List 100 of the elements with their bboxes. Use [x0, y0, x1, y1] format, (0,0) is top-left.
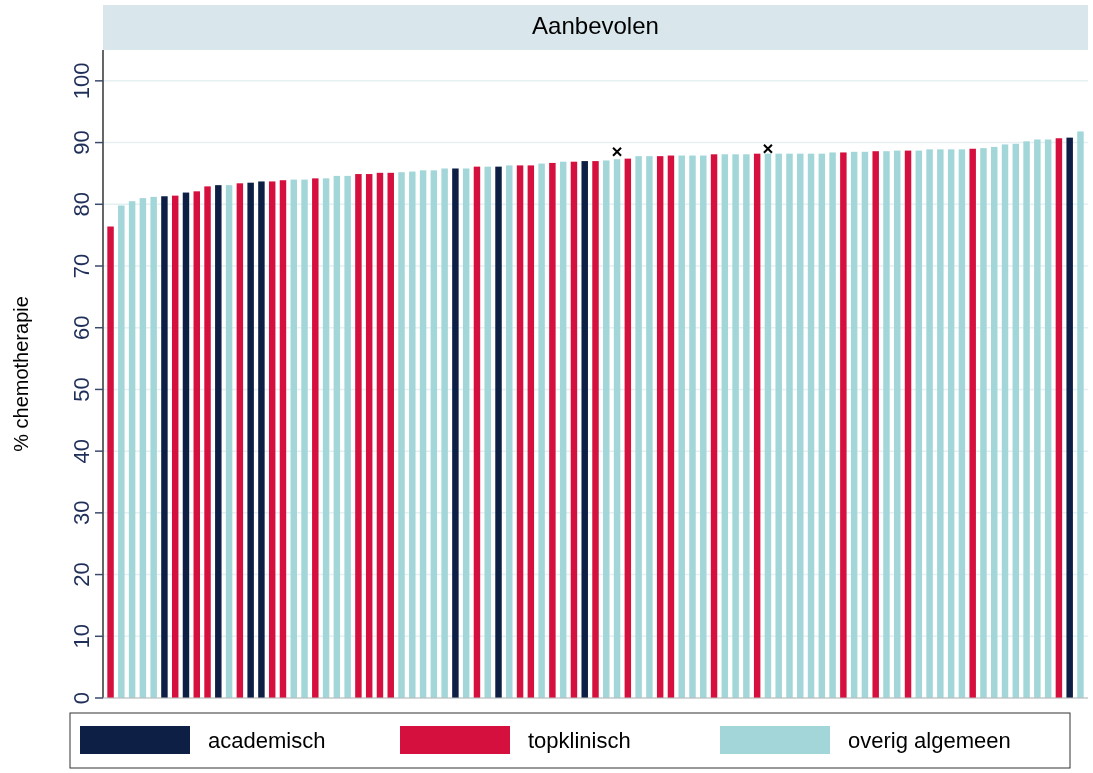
- bar: [807, 153, 815, 698]
- bar: [290, 179, 297, 698]
- bar: [333, 175, 341, 698]
- bar: [473, 166, 481, 698]
- bar: [570, 161, 578, 698]
- bar: [656, 156, 664, 698]
- y-tick-label: 70: [69, 253, 94, 279]
- bar: [635, 156, 642, 698]
- bar: [452, 168, 459, 698]
- bar: [344, 175, 351, 698]
- bar: [193, 191, 200, 698]
- bar: [753, 153, 761, 698]
- bar: [764, 153, 772, 698]
- legend-label: academisch: [208, 728, 326, 753]
- bar: [850, 151, 858, 698]
- bar: [355, 174, 362, 698]
- bar: [107, 226, 114, 698]
- bar: [441, 168, 448, 698]
- bar: [786, 153, 793, 698]
- bar: [559, 161, 567, 698]
- y-tick-label: 10: [69, 624, 94, 649]
- bar: [182, 192, 190, 698]
- bar: [700, 155, 707, 698]
- bar: [904, 150, 912, 698]
- bar: [268, 181, 276, 698]
- y-tick-label: 60: [69, 315, 94, 340]
- bar: [247, 182, 254, 698]
- bar: [312, 178, 319, 698]
- bar: [861, 151, 869, 698]
- bar: [732, 154, 739, 698]
- bar: [937, 149, 944, 698]
- bar: [840, 152, 847, 698]
- bar: [506, 165, 513, 698]
- bar: [118, 205, 125, 698]
- bar: [743, 154, 750, 698]
- bar: [215, 185, 222, 698]
- bar: [775, 153, 782, 698]
- bar: [581, 161, 588, 698]
- y-tick-label: 80: [69, 192, 94, 217]
- bar: [387, 172, 394, 698]
- chart-title: Aanbevolen: [532, 12, 659, 39]
- bar: [592, 161, 599, 698]
- bar: [969, 148, 976, 698]
- y-tick-label: 40: [69, 438, 94, 464]
- bar: [527, 165, 535, 698]
- bar: [430, 170, 438, 698]
- y-tick-label: 90: [69, 130, 94, 155]
- y-tick-label: 20: [69, 562, 94, 587]
- bar: [516, 165, 524, 698]
- bar: [495, 166, 502, 698]
- bar: [1055, 138, 1063, 698]
- bar: [872, 151, 879, 698]
- bar: [667, 155, 675, 698]
- bar: [365, 174, 373, 698]
- bar: [883, 151, 890, 698]
- y-tick-label: 30: [69, 500, 94, 526]
- bar: [678, 155, 685, 698]
- bar: [139, 198, 147, 698]
- bar: [1077, 131, 1084, 698]
- bar: [409, 171, 416, 698]
- bar: [161, 196, 168, 698]
- y-tick-label: 50: [69, 377, 94, 402]
- bar: [1034, 139, 1041, 698]
- bar: [1001, 144, 1009, 698]
- bar: [398, 172, 405, 698]
- bar: [484, 166, 491, 698]
- bar: [419, 170, 427, 698]
- legend-label: topklinisch: [528, 728, 631, 753]
- bar: [1066, 137, 1073, 698]
- bar: [549, 162, 556, 698]
- bar: [128, 201, 136, 698]
- bar: [225, 185, 233, 698]
- y-tick-label: 0: [69, 691, 94, 705]
- bar: [279, 180, 287, 698]
- bar: [894, 150, 901, 698]
- bar: [301, 179, 308, 698]
- legend-label: overig algemeen: [848, 728, 1011, 753]
- bar: [646, 156, 653, 698]
- bar: [538, 163, 545, 698]
- bar: [926, 149, 933, 698]
- bar: [958, 149, 966, 698]
- bar: [624, 158, 632, 698]
- bar: [258, 181, 265, 698]
- bar: [915, 150, 923, 698]
- bar: [613, 159, 621, 698]
- bar: [322, 178, 330, 698]
- bar: [947, 149, 955, 698]
- bar: [721, 154, 729, 698]
- bar: [462, 168, 470, 698]
- bar: [603, 160, 610, 698]
- bar: [689, 155, 696, 698]
- bar: [1044, 139, 1052, 698]
- bar: [236, 183, 244, 698]
- y-axis-title: % chemotherapie: [10, 296, 32, 452]
- bar: [204, 186, 211, 698]
- bar: [797, 153, 804, 698]
- bar: [376, 172, 384, 698]
- y-tick-label: 100: [69, 62, 94, 100]
- bar: [150, 196, 157, 698]
- bar: [1023, 141, 1030, 698]
